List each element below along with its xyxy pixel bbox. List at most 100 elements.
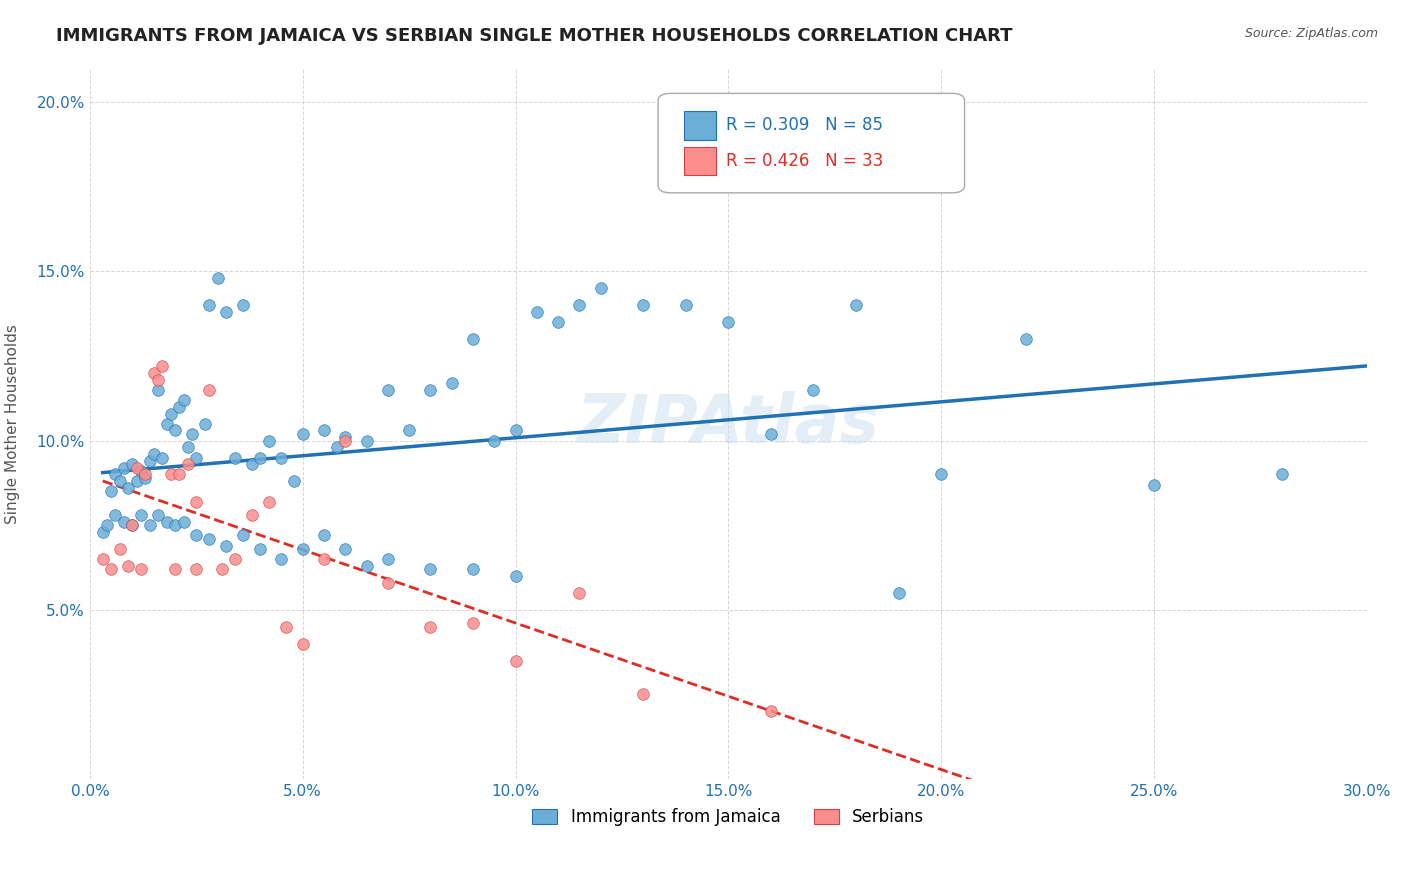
Point — [1271, 467, 1294, 482]
Point — [232, 298, 254, 312]
Point — [146, 508, 169, 522]
Point — [398, 424, 420, 438]
Text: ZIPAtlas: ZIPAtlas — [576, 391, 880, 457]
Point — [186, 562, 208, 576]
Point — [117, 558, 139, 573]
Point — [125, 460, 148, 475]
Point — [108, 541, 131, 556]
Point — [419, 562, 441, 576]
Point — [104, 467, 127, 482]
Point — [461, 562, 484, 576]
Point — [91, 524, 114, 539]
Point — [173, 515, 195, 529]
Point — [547, 315, 569, 329]
Point — [100, 484, 122, 499]
Point — [377, 552, 399, 566]
Point — [155, 417, 177, 431]
Point — [377, 383, 399, 397]
Point — [186, 528, 208, 542]
Point — [125, 474, 148, 488]
Point — [224, 450, 246, 465]
Point — [134, 467, 156, 482]
Point — [356, 558, 378, 573]
Point — [186, 494, 208, 508]
Point — [589, 281, 612, 295]
Point — [419, 383, 441, 397]
Point — [146, 373, 169, 387]
Point — [138, 518, 160, 533]
Point — [117, 481, 139, 495]
Point — [845, 298, 868, 312]
Point — [134, 471, 156, 485]
Point — [526, 305, 548, 319]
Point — [198, 298, 221, 312]
Point — [177, 458, 200, 472]
Point — [129, 562, 152, 576]
Point — [1015, 332, 1038, 346]
Point — [335, 430, 357, 444]
Point — [194, 417, 217, 431]
Point — [759, 704, 782, 718]
Point — [929, 467, 952, 482]
Point — [326, 441, 349, 455]
Legend: Immigrants from Jamaica, Serbians: Immigrants from Jamaica, Serbians — [524, 800, 932, 835]
Point — [198, 383, 221, 397]
Point — [165, 518, 187, 533]
Point — [108, 474, 131, 488]
Point — [215, 305, 238, 319]
Point — [484, 434, 506, 448]
Point — [257, 434, 280, 448]
Point — [186, 450, 208, 465]
Point — [169, 400, 191, 414]
Point — [215, 539, 238, 553]
Point — [759, 426, 782, 441]
Point — [803, 383, 825, 397]
Text: IMMIGRANTS FROM JAMAICA VS SERBIAN SINGLE MOTHER HOUSEHOLDS CORRELATION CHART: IMMIGRANTS FROM JAMAICA VS SERBIAN SINGL… — [56, 27, 1012, 45]
Point — [181, 426, 204, 441]
Point — [335, 541, 357, 556]
Point — [240, 508, 263, 522]
Point — [291, 426, 314, 441]
Point — [270, 450, 292, 465]
Point — [159, 407, 181, 421]
Point — [283, 474, 305, 488]
Point — [146, 383, 169, 397]
Point — [568, 586, 591, 600]
Point — [887, 586, 910, 600]
Point — [312, 552, 335, 566]
Point — [211, 562, 233, 576]
Point — [165, 562, 187, 576]
Point — [461, 616, 484, 631]
Point — [198, 532, 221, 546]
Point — [505, 653, 527, 667]
Point — [631, 298, 654, 312]
Point — [505, 569, 527, 583]
Point — [1143, 477, 1166, 491]
Point — [138, 454, 160, 468]
Point — [291, 541, 314, 556]
Point — [155, 515, 177, 529]
Point — [356, 434, 378, 448]
Point — [142, 366, 165, 380]
Point — [249, 450, 271, 465]
Point — [96, 518, 118, 533]
Point — [104, 508, 127, 522]
Point — [377, 575, 399, 590]
Point — [177, 441, 200, 455]
Point — [274, 620, 297, 634]
Point — [335, 434, 357, 448]
Point — [112, 460, 135, 475]
Text: R = 0.309   N = 85: R = 0.309 N = 85 — [725, 116, 883, 135]
Point — [568, 298, 591, 312]
Point — [291, 637, 314, 651]
Point — [207, 271, 229, 285]
Point — [100, 562, 122, 576]
Point — [121, 518, 143, 533]
Point — [150, 450, 173, 465]
Point — [112, 515, 135, 529]
Point — [142, 447, 165, 461]
Point — [717, 315, 740, 329]
Point — [270, 552, 292, 566]
Point — [169, 467, 191, 482]
Point — [675, 298, 697, 312]
